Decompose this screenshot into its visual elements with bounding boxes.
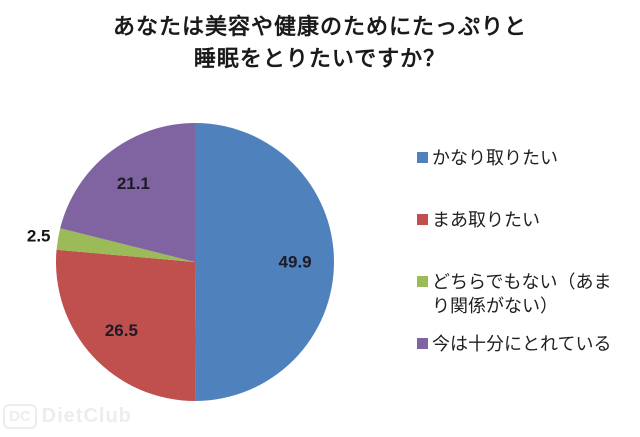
dietclub-name: DietClub	[41, 405, 132, 427]
dietclub-watermark: DC DietClub	[3, 404, 132, 429]
legend-swatch-red-icon	[417, 214, 428, 225]
legend-label: まあ取りたい	[432, 210, 540, 230]
legend-label: かなり取りたい	[432, 148, 558, 168]
chart-title-line2: 睡眠をとりたいですか？	[193, 46, 447, 71]
pie-slice-1[interactable]	[55, 249, 196, 401]
pie-slice-3[interactable]	[60, 123, 195, 262]
pie-data-label: 49.9	[279, 253, 312, 272]
pie-slice-2[interactable]	[56, 228, 195, 262]
legend-swatch-purple-icon	[417, 338, 428, 349]
legend-swatch-blue-icon	[417, 152, 428, 163]
pie-data-label: 2.5	[27, 227, 51, 246]
legend-swatch-green-icon	[417, 276, 428, 287]
chart-title: あなたは美容や健康のためにたっぷりと 睡眠をとりたいですか？	[0, 11, 640, 75]
pie-data-label: 21.1	[117, 174, 150, 193]
dietclub-logo-icon: DC	[3, 404, 37, 429]
legend-item-ima[interactable]: 今は十分にとれている	[417, 332, 629, 356]
legend-item-kanari[interactable]: かなり取りたい	[417, 146, 629, 170]
legend-label: 今は十分にとれている	[432, 334, 612, 354]
legend-label: どちらでもない（あまり関係がない）	[432, 272, 612, 316]
legend-item-maa[interactable]: まあ取りたい	[417, 208, 629, 232]
legend-item-dochira[interactable]: どちらでもない（あまり関係がない）	[417, 270, 629, 318]
pie-slice-0[interactable]	[195, 123, 335, 401]
pie-data-label: 26.5	[105, 321, 138, 340]
chart-title-line1: あなたは美容や健康のためにたっぷりと	[112, 14, 527, 39]
